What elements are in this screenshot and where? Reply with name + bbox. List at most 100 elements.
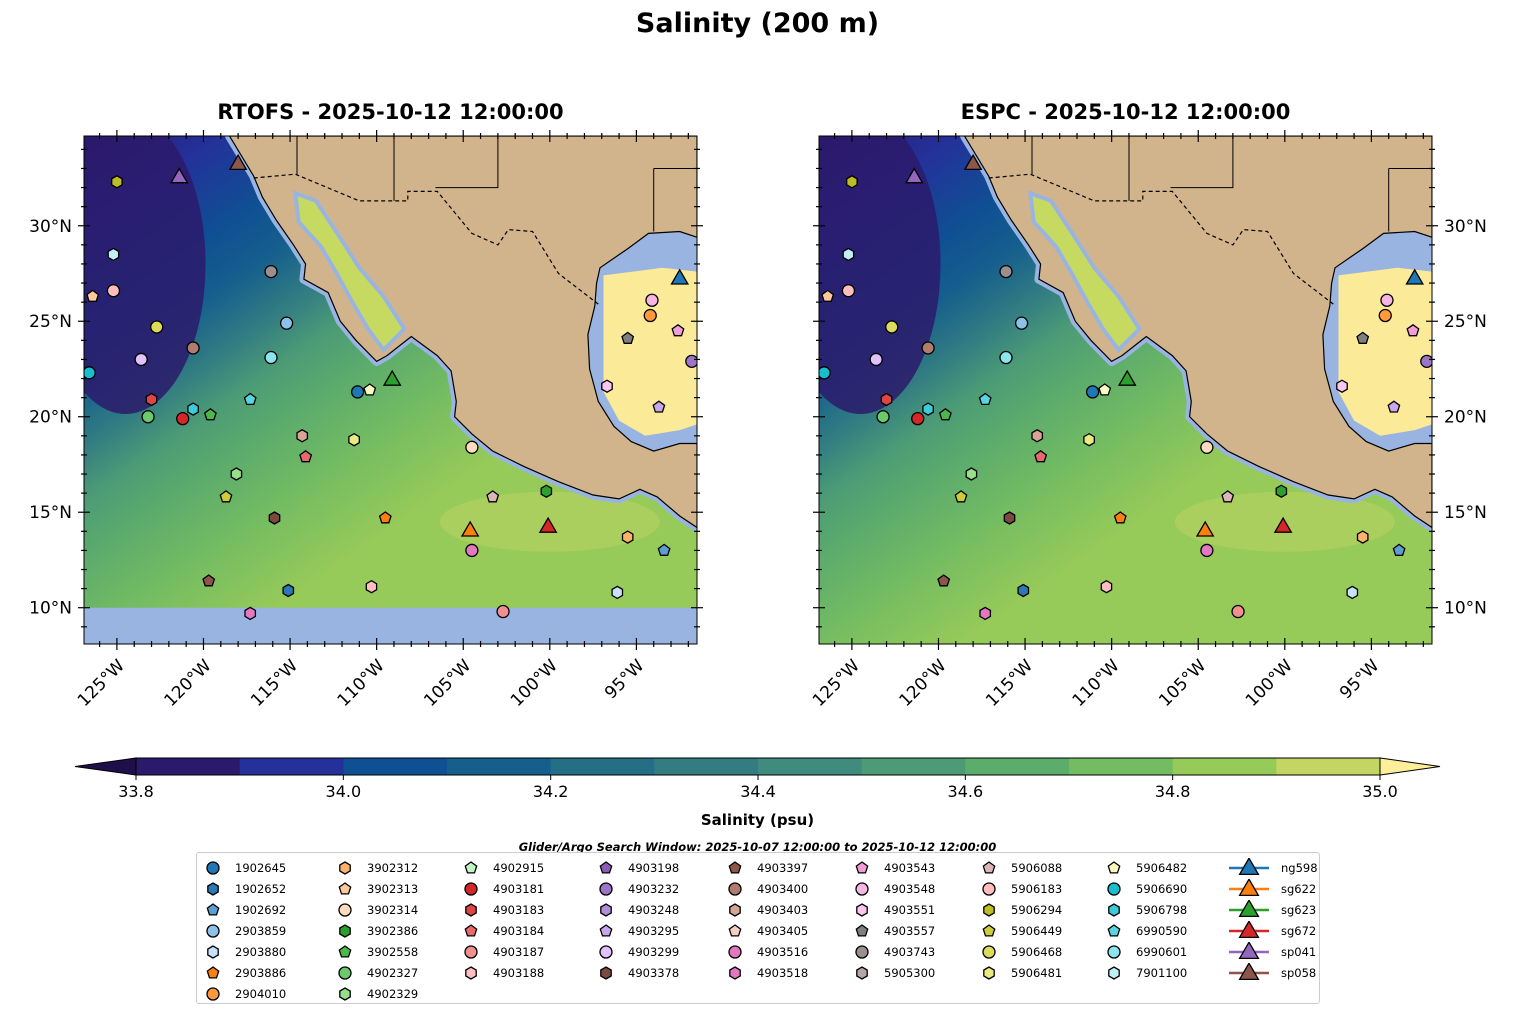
- legend-label: sg622: [1281, 881, 1317, 896]
- marker-2903886: [378, 511, 392, 524]
- circle-marker-icon: [855, 944, 869, 959]
- legend-marker: [855, 881, 869, 896]
- legend-entry-4903188: 4903188: [459, 962, 544, 983]
- marker-1902692: [657, 543, 671, 556]
- low-salinity-pool: [84, 136, 206, 414]
- colorbar-bin: [861, 758, 966, 775]
- x-tick-label: 115°W: [247, 656, 302, 711]
- legend-marker: [206, 923, 220, 938]
- marker-5906294: [846, 175, 858, 189]
- country-border: [253, 173, 599, 305]
- marker-5906449: [219, 490, 233, 503]
- marker-sp058: [963, 153, 983, 171]
- marker-4903403: [1031, 429, 1044, 443]
- legend-entry-4903405: 4903405: [723, 920, 808, 941]
- hexagon-marker-icon: [465, 965, 477, 980]
- legend-marker: [464, 944, 478, 959]
- legend-marker: [338, 965, 352, 980]
- legend-marker: [1238, 857, 1260, 875]
- legend-label: 5906294: [1011, 902, 1063, 917]
- marker-3902312: [621, 530, 634, 544]
- legend-marker: [729, 965, 741, 980]
- marker-sp058: [228, 153, 248, 171]
- marker-3902558: [938, 407, 952, 421]
- legend-label: 4903187: [493, 944, 545, 959]
- marker-5906798: [187, 402, 199, 416]
- circle-marker-icon: [855, 881, 869, 896]
- legend-marker: [338, 944, 352, 958]
- legend-marker: [464, 881, 478, 896]
- marker-sp041: [169, 167, 189, 184]
- legend-entry-5906468: 5906468: [977, 941, 1062, 962]
- marker-4903188: [1100, 579, 1113, 594]
- pentagon-marker-icon: [464, 923, 478, 937]
- legend-label: 6990590: [1136, 923, 1188, 938]
- triangle-marker-icon: [1229, 941, 1269, 959]
- circle-marker-icon: [464, 944, 478, 959]
- legend-marker: [855, 944, 869, 959]
- marker-3902386: [540, 484, 553, 498]
- legend-marker: [1238, 899, 1260, 917]
- legend-marker: [982, 881, 996, 896]
- legend-label: 5906690: [1136, 881, 1188, 896]
- triangle-marker-icon: [1229, 920, 1269, 938]
- marker-4903232: [1420, 354, 1432, 369]
- marker-4903403: [296, 429, 309, 443]
- map-panel-espc: 125°W 120°W 115°W 110°W 105°W 100°W 95°W 10°N 15…: [809, 130, 1487, 711]
- marker-4903183: [145, 392, 158, 407]
- legend-label: 4903400: [757, 881, 809, 896]
- marker-5906798: [922, 402, 934, 416]
- marker-4903400: [186, 341, 200, 355]
- marker-4903548: [1380, 293, 1394, 307]
- legend-marker: [855, 860, 869, 874]
- legend-entry-4903518: 4903518: [723, 962, 808, 983]
- marker-4903378: [268, 511, 281, 525]
- legend-entry-5905300: 5905300: [850, 962, 935, 983]
- legend-label: 1902645: [235, 860, 287, 875]
- pentagon-marker-icon: [982, 923, 996, 937]
- colorbar-bin: [1172, 758, 1277, 775]
- marker-4903543: [1406, 324, 1420, 337]
- triangle-marker-icon: [1229, 962, 1269, 980]
- legend-label: 4903232: [628, 881, 680, 896]
- circle-marker-icon: [464, 881, 478, 896]
- legend-label: 4903198: [628, 860, 680, 875]
- legend-entry-5906482: 5906482: [1102, 857, 1187, 878]
- legend-label: 5906449: [1011, 923, 1063, 938]
- legend-entry-5906798: 5906798: [1102, 899, 1187, 920]
- legend-entry-3902386: 3902386: [333, 920, 418, 941]
- legend-column: 4903397 4903400 4903403 4903405 4903516 49035…: [723, 857, 808, 983]
- legend-label: 4903397: [757, 860, 809, 875]
- legend-marker: [728, 944, 742, 959]
- marker-4903551: [1336, 379, 1348, 393]
- legend-marker: [338, 902, 352, 917]
- marker-4903400: [921, 341, 935, 355]
- legend-entry-3902314: 3902314: [333, 899, 418, 920]
- legend-label: 4903188: [493, 965, 545, 980]
- legend-label: 4903378: [628, 965, 680, 980]
- marker-7901100: [842, 247, 855, 262]
- legend-marker: [856, 965, 868, 980]
- marker-4902327: [876, 410, 890, 424]
- y-tick-label: 25°N: [29, 312, 72, 332]
- legend-marker: [599, 944, 613, 959]
- figure-title: Salinity (200 m): [635, 8, 880, 39]
- y-tick-label: 10°N: [1444, 599, 1487, 619]
- legend-label: 4903557: [884, 923, 936, 938]
- triangle-marker-icon: [1229, 857, 1269, 875]
- marker-sp041: [904, 167, 924, 184]
- low-salinity-pool: [819, 136, 941, 414]
- legend-column: 3902312 3902313 3902314 3902386 3902558 49023…: [333, 857, 418, 1004]
- legend-column: 5906482 5906690 5906798 6990590 6990601 79011…: [1102, 857, 1187, 983]
- x-tick-label: 100°W: [1242, 656, 1297, 711]
- marker-3902386: [1275, 484, 1288, 498]
- marker-2903886: [1113, 511, 1127, 524]
- legend-column: 1902645 1902652 1902692 2903859 2903880 29038…: [201, 857, 286, 1004]
- circle-marker-icon: [1107, 881, 1121, 896]
- x-tick-label: 95°W: [601, 656, 648, 703]
- pentagon-marker-icon: [1107, 860, 1121, 874]
- marker-1902645: [1085, 385, 1100, 399]
- legend-label: sp041: [1281, 944, 1317, 959]
- legend-label: 6990601: [1136, 944, 1188, 959]
- marker-5906690: [84, 366, 96, 380]
